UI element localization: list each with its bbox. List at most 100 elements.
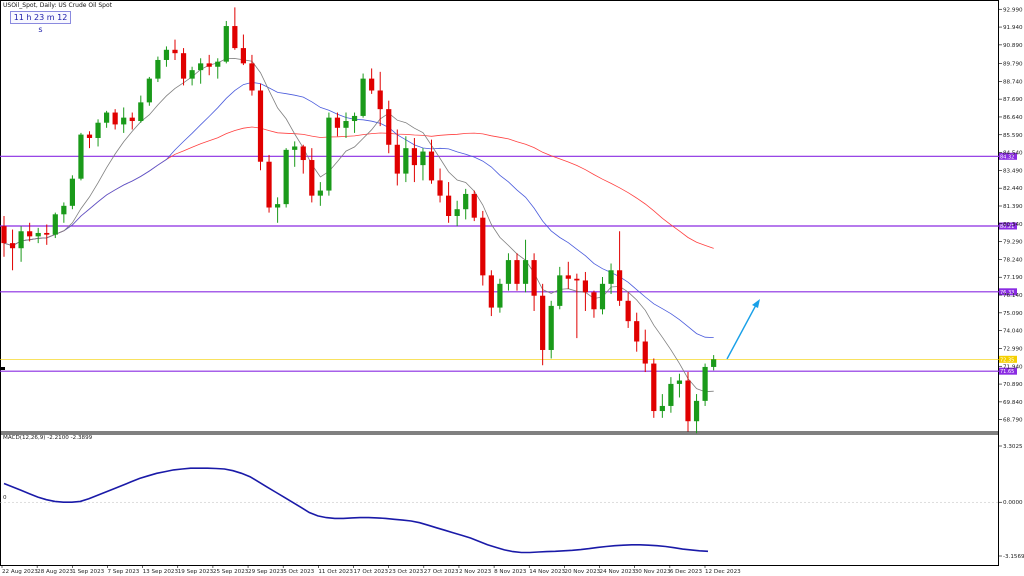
candle-body (326, 117, 332, 191)
price-tick-label: 81.390 (1003, 204, 1023, 210)
level-tag-label-0: 84.32 (1000, 154, 1014, 160)
candle-body (275, 204, 281, 208)
date-tick-label: 17 Oct 2023 (354, 569, 389, 575)
candle-body (95, 122, 101, 138)
price-tick-label: 82.440 (1003, 186, 1023, 192)
candle-body (206, 63, 212, 67)
candle-body (488, 275, 494, 308)
macd-pane: 3.3025 0.0000 -3.1569 (0, 444, 1024, 560)
candle-body (309, 160, 315, 196)
candle-body (463, 193, 469, 210)
candle-body (257, 90, 264, 162)
candle-body (659, 405, 665, 412)
date-tick-label: 12 Dec 2023 (705, 569, 741, 575)
price-tick-label: 70.890 (1003, 382, 1023, 388)
candle-body (582, 280, 588, 293)
candle-body (411, 148, 417, 166)
price-tick-label: 92.990 (1003, 7, 1023, 13)
candle-body (249, 63, 255, 91)
candle-body (642, 341, 648, 364)
level-tag-label-3: 71.65 (1000, 369, 1014, 375)
candlesticks (1, 7, 717, 434)
date-tick-label: 8 Nov 2023 (494, 569, 527, 575)
price-tick-label: 85.590 (1003, 133, 1023, 139)
date-tick-label: 11 Oct 2023 (318, 569, 353, 575)
candle-body (240, 48, 246, 64)
candle-body (446, 195, 452, 216)
date-tick-label: 1 Sep 2023 (72, 569, 104, 575)
candle-body (668, 383, 674, 406)
candle-body (69, 178, 75, 206)
candle-body (266, 161, 272, 208)
macd-tick-label: -3.1569 (1003, 554, 1024, 560)
candle-body (693, 400, 700, 422)
candle-body (334, 117, 341, 128)
price-tick-label: 90.890 (1003, 43, 1023, 49)
macd-tick-label: 3.3025 (1003, 444, 1023, 450)
candle-body (565, 275, 571, 279)
candle-body (155, 59, 161, 79)
candle-body (497, 283, 503, 308)
macd-line (3, 467, 709, 554)
candle-body (138, 102, 144, 122)
price-tick-label: 89.790 (1003, 62, 1023, 68)
date-tick-label: 2 Nov 2023 (459, 569, 492, 575)
macd-zero-label: 0 (3, 495, 7, 501)
candle-body (27, 231, 33, 237)
candle-body (180, 53, 187, 79)
price-tick-label: 75.090 (1003, 311, 1023, 317)
candle-body (608, 270, 614, 284)
price-tick-label: 80.340 (1003, 222, 1023, 228)
current-price-tag (999, 355, 1017, 363)
price-tick-label: 71.940 (1003, 364, 1023, 370)
symbol-title: USOil_Spot, Daily: US Crude Oil Spot (3, 2, 113, 9)
date-tick-label: 24 Nov 2023 (600, 569, 636, 575)
current-price-label: 72.35 (1000, 357, 1014, 363)
candle-body (9, 243, 16, 249)
candle-body (548, 305, 554, 350)
candle-body (540, 295, 546, 350)
candle-body (685, 380, 691, 422)
candle-body (591, 292, 597, 310)
candle-body (420, 151, 426, 166)
ma-slow-line (3, 126, 714, 249)
date-tick-label: 7 Sep 2023 (107, 569, 139, 575)
moving-averages (3, 58, 714, 393)
candle-body (377, 90, 383, 110)
ma-mid-line (3, 81, 714, 338)
candle-body (505, 260, 512, 284)
price-tick-label: 76.140 (1003, 293, 1023, 299)
candle-body (104, 112, 110, 123)
date-axis: 22 Aug 2023 28 Aug 2023 1 Sep 2023 7 Sep 20… (1, 565, 741, 575)
date-tick-label: 29 Sep 2023 (248, 569, 284, 575)
candle-body (44, 232, 50, 235)
candle-body (386, 109, 392, 145)
date-tick-label: 20 Nov 2023 (564, 569, 600, 575)
candle-body (61, 205, 67, 215)
price-tick-label: 83.490 (1003, 168, 1023, 174)
candle-body (121, 117, 127, 125)
candle-body (514, 260, 520, 284)
price-tick-label: 86.640 (1003, 115, 1023, 121)
candle-body (360, 78, 366, 116)
candle-body (129, 117, 135, 122)
price-tick-label: 91.940 (1003, 25, 1023, 31)
candle-body (52, 214, 58, 235)
date-tick-label: 30 Nov 2023 (635, 569, 671, 575)
candle-body (215, 61, 221, 67)
candle-body (599, 283, 606, 310)
candle-body (454, 209, 460, 216)
price-tick-label: 88.740 (1003, 79, 1023, 85)
candle-body (1, 226, 7, 244)
date-tick-label: 5 Oct 2023 (283, 569, 314, 575)
macd-label: MACD(12,26,9) -2.2100 -2.3899 (3, 435, 93, 441)
date-tick-label: 25 Sep 2023 (213, 569, 249, 575)
trend-arrow-icon[interactable] (726, 299, 760, 360)
price-tick-label: 72.990 (1003, 346, 1023, 352)
candle-body (651, 363, 657, 412)
price-tick-label: 84.540 (1003, 151, 1023, 157)
candle-timer: 11 h 23 m 12 s (10, 11, 71, 34)
candle-body (78, 134, 84, 179)
candle-body (283, 149, 289, 205)
